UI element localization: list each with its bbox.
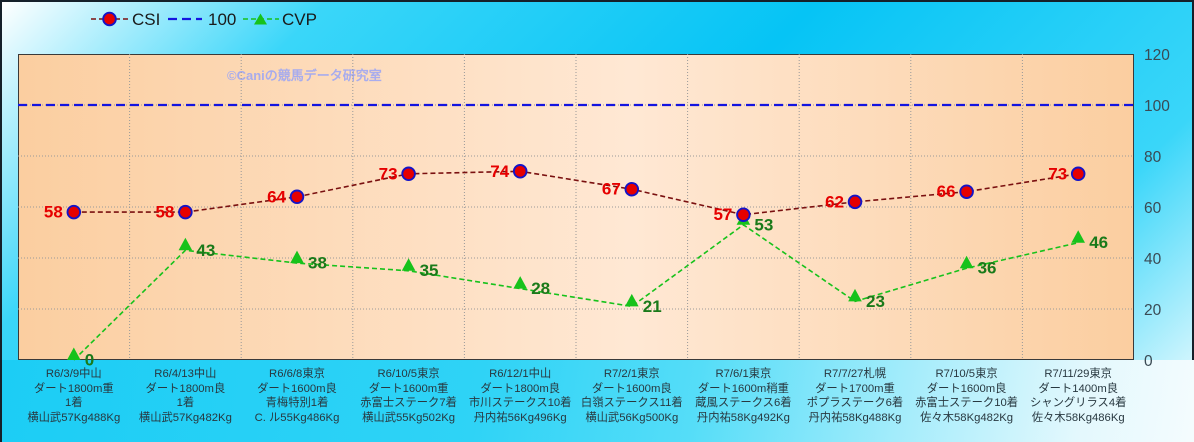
svg-text:28: 28 [531, 279, 550, 298]
svg-text:120: 120 [1144, 47, 1170, 64]
svg-text:73: 73 [1048, 164, 1067, 183]
svg-text:64: 64 [267, 187, 286, 206]
svg-text:57: 57 [713, 205, 732, 224]
svg-text:62: 62 [825, 192, 844, 211]
svg-text:0: 0 [85, 351, 94, 370]
svg-text:60: 60 [1144, 200, 1162, 217]
svg-text:38: 38 [308, 254, 327, 273]
svg-text:66: 66 [937, 182, 956, 201]
svg-text:CVP: CVP [282, 10, 317, 29]
svg-text:100: 100 [208, 10, 236, 29]
svg-text:58: 58 [44, 203, 63, 222]
svg-text:67: 67 [602, 180, 621, 199]
svg-text:35: 35 [420, 261, 439, 280]
svg-text:73: 73 [379, 164, 398, 183]
svg-text:©Caniの競馬データ研究室: ©Caniの競馬データ研究室 [227, 68, 382, 83]
svg-text:53: 53 [754, 215, 773, 234]
svg-text:20: 20 [1144, 302, 1162, 319]
svg-text:100: 100 [1144, 98, 1170, 115]
svg-text:46: 46 [1089, 233, 1108, 252]
svg-text:21: 21 [643, 297, 662, 316]
svg-text:40: 40 [1144, 251, 1162, 268]
svg-text:80: 80 [1144, 149, 1162, 166]
svg-text:36: 36 [978, 259, 997, 278]
svg-text:58: 58 [155, 203, 174, 222]
svg-text:43: 43 [196, 241, 215, 260]
svg-text:74: 74 [490, 162, 509, 181]
svg-text:0: 0 [1144, 353, 1153, 370]
svg-text:CSI: CSI [132, 10, 160, 29]
svg-text:23: 23 [866, 292, 885, 311]
